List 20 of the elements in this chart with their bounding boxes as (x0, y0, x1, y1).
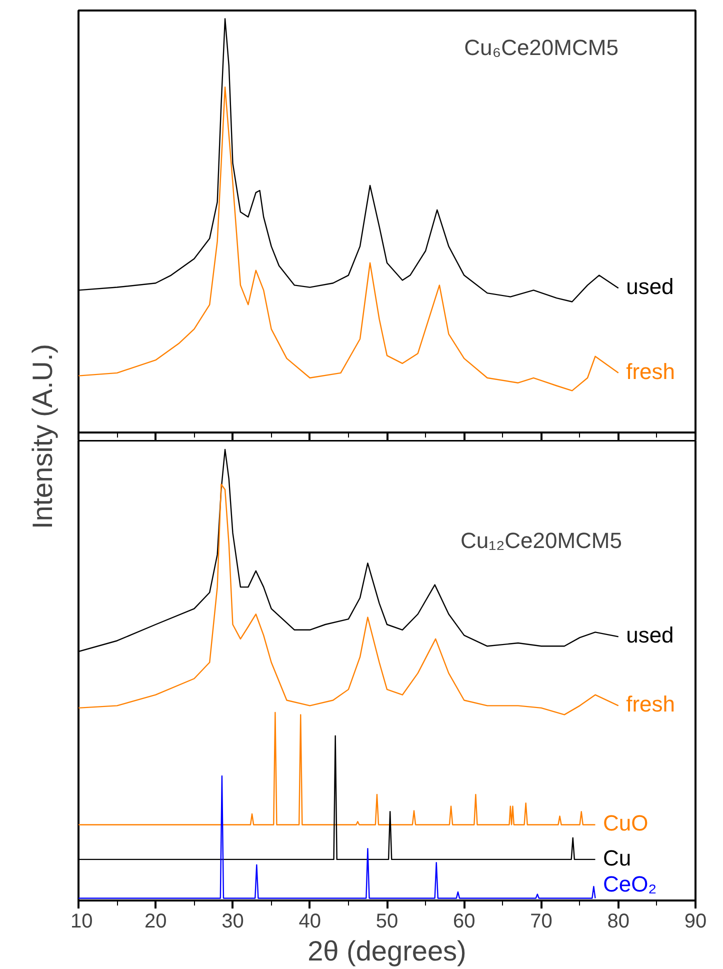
x-tick-label: 60 (453, 910, 476, 932)
series-label: fresh (626, 692, 676, 717)
series-label: CuO (602, 810, 648, 836)
y-axis-title: Intensity (A.U.) (27, 344, 58, 530)
x-tick-label: 50 (376, 910, 398, 932)
x-tick-label: 20 (144, 910, 167, 932)
series-label: CeO₂ (602, 872, 657, 897)
annotation: Cu₆Ce20MCM5 (464, 35, 618, 60)
x-tick-label: 30 (222, 910, 244, 932)
x-tick-label: 40 (298, 910, 321, 932)
x-tick-label: 80 (607, 910, 630, 932)
series-label: used (626, 622, 674, 648)
series-label: used (626, 274, 674, 300)
x-axis-title: 2θ (degrees) (308, 936, 466, 966)
annotation: Cu₁₂Ce20MCM5 (460, 528, 622, 554)
series-label: fresh (626, 358, 676, 384)
x-tick-label: 70 (530, 910, 552, 932)
x-tick-label: 90 (684, 910, 707, 932)
series-label: Cu (602, 845, 632, 870)
x-tick-label: 10 (70, 910, 93, 932)
